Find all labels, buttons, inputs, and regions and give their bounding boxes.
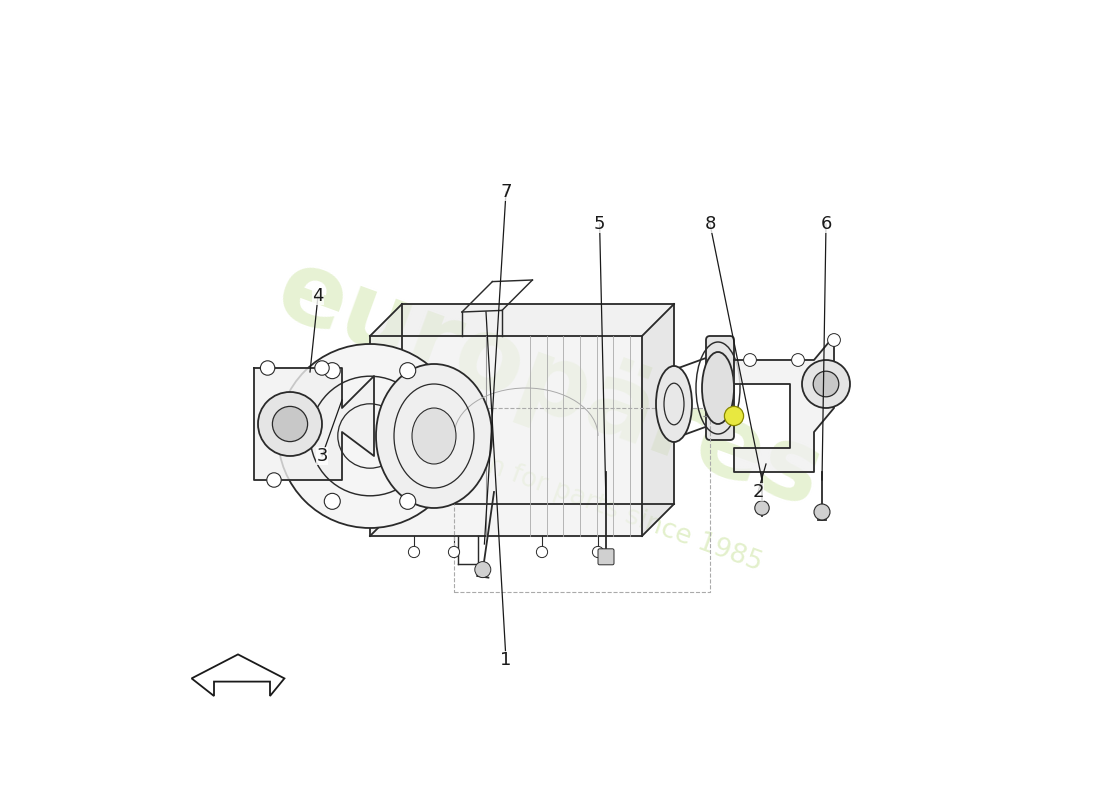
Circle shape — [827, 334, 840, 346]
Text: 4: 4 — [312, 287, 323, 305]
Circle shape — [324, 362, 340, 378]
Ellipse shape — [376, 364, 492, 508]
Ellipse shape — [412, 408, 456, 464]
Circle shape — [755, 501, 769, 515]
Text: 8: 8 — [704, 215, 716, 233]
Polygon shape — [254, 368, 374, 480]
Circle shape — [408, 546, 419, 558]
Polygon shape — [370, 304, 674, 336]
Text: a passion for parts since 1985: a passion for parts since 1985 — [382, 415, 766, 577]
Circle shape — [475, 562, 491, 578]
Circle shape — [814, 504, 830, 520]
Circle shape — [267, 473, 282, 487]
Polygon shape — [734, 336, 834, 472]
Circle shape — [261, 361, 275, 375]
Circle shape — [273, 406, 308, 442]
Text: europäres: europäres — [264, 239, 836, 529]
Circle shape — [537, 546, 548, 558]
FancyBboxPatch shape — [706, 336, 734, 440]
Circle shape — [324, 494, 340, 510]
Circle shape — [278, 344, 462, 528]
Circle shape — [802, 360, 850, 408]
Circle shape — [744, 354, 757, 366]
Circle shape — [258, 392, 322, 456]
Text: 3: 3 — [317, 447, 328, 465]
Text: 2: 2 — [752, 483, 763, 501]
Ellipse shape — [702, 352, 734, 424]
Polygon shape — [191, 654, 285, 696]
Polygon shape — [642, 304, 674, 536]
Circle shape — [449, 546, 460, 558]
Polygon shape — [370, 336, 642, 536]
Circle shape — [399, 362, 416, 378]
Text: 5: 5 — [594, 215, 605, 233]
Circle shape — [438, 428, 453, 444]
Circle shape — [593, 546, 604, 558]
Text: 7: 7 — [500, 183, 512, 201]
Circle shape — [725, 406, 744, 426]
Text: 1: 1 — [500, 651, 512, 669]
FancyBboxPatch shape — [598, 549, 614, 565]
Text: 6: 6 — [821, 215, 832, 233]
Ellipse shape — [656, 366, 692, 442]
Circle shape — [792, 354, 804, 366]
Circle shape — [813, 371, 839, 397]
Circle shape — [287, 428, 303, 444]
Circle shape — [399, 494, 416, 510]
Circle shape — [315, 361, 329, 375]
